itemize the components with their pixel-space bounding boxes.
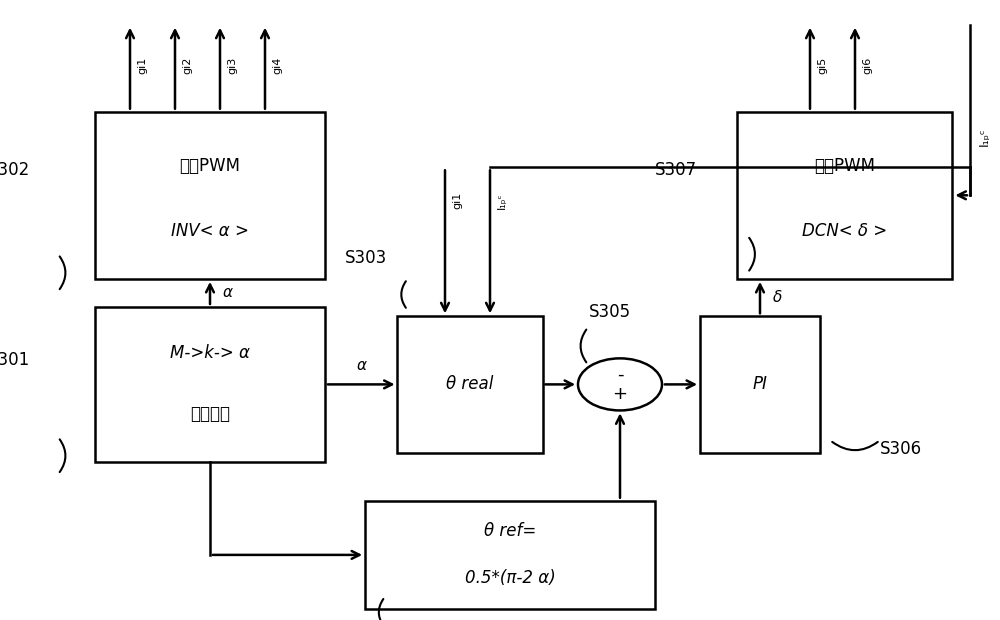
Text: S306: S306 [880, 440, 922, 458]
Text: I₁ₚᶜ: I₁ₚᶜ [978, 127, 991, 146]
Text: 产生PWM: 产生PWM [814, 156, 876, 175]
Text: θ real: θ real [446, 375, 494, 394]
Text: INV< α >: INV< α > [171, 222, 249, 241]
Text: I₁ₚᶜ: I₁ₚᶜ [497, 192, 507, 209]
Text: α: α [223, 285, 233, 301]
Bar [365, 501, 655, 609]
Bar [737, 112, 952, 279]
Text: gi3: gi3 [227, 57, 237, 74]
Text: S305: S305 [589, 303, 631, 321]
Text: gi1: gi1 [137, 57, 147, 74]
Text: gi2: gi2 [182, 57, 192, 74]
Text: S301: S301 [0, 350, 30, 369]
Bar [95, 307, 325, 462]
Text: DCN< δ >: DCN< δ > [802, 222, 888, 241]
Text: gi5: gi5 [817, 57, 827, 74]
Text: gi1: gi1 [452, 192, 462, 210]
Text: α: α [356, 358, 366, 373]
Bar [397, 316, 542, 453]
Text: S302: S302 [0, 161, 30, 180]
Text: 产生PWM: 产生PWM [180, 156, 240, 175]
Bar [700, 316, 820, 453]
Text: PI: PI [753, 375, 767, 394]
Text: 识别算法: 识别算法 [190, 405, 230, 423]
Text: M->k-> α: M->k-> α [170, 344, 250, 363]
Text: δ: δ [773, 290, 782, 305]
Text: 0.5*(π-2 α): 0.5*(π-2 α) [465, 569, 555, 588]
Text: +: + [612, 385, 628, 403]
Text: gi4: gi4 [272, 57, 282, 74]
Bar [95, 112, 325, 279]
Text: S307: S307 [655, 161, 697, 180]
Text: θ ref=: θ ref= [484, 522, 536, 541]
Text: gi6: gi6 [862, 57, 872, 74]
Text: -: - [617, 366, 623, 384]
Text: S303: S303 [345, 249, 387, 267]
